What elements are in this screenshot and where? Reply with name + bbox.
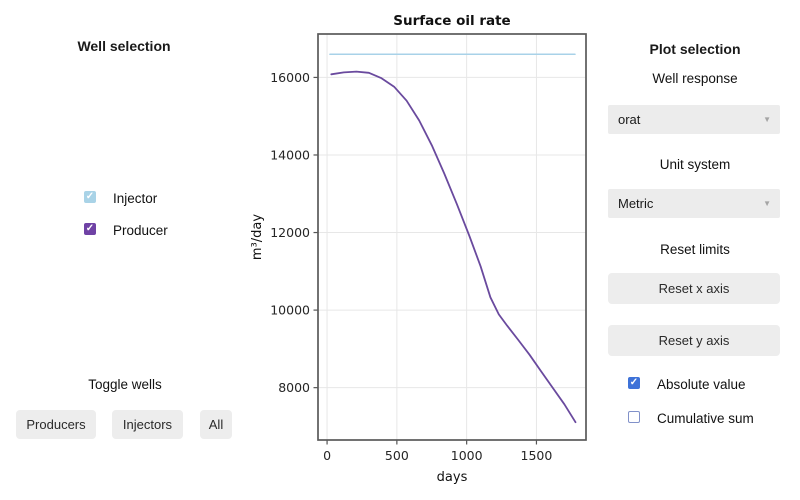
well-selection-title: Well selection <box>77 38 171 54</box>
reset-y-axis-button[interactable]: Reset y axis <box>608 325 780 356</box>
absolute-value-checkbox[interactable]: ✓ <box>628 377 640 389</box>
well-response-value: orat <box>618 112 641 127</box>
toggle-producers-button[interactable]: Producers <box>16 410 96 439</box>
y-tick-label: 16000 <box>270 70 310 85</box>
toggle-all-button[interactable]: All <box>200 410 232 439</box>
x-tick-label: 1000 <box>451 448 483 463</box>
chart-gridlines <box>318 34 586 440</box>
y-tick-label: 10000 <box>270 303 310 318</box>
checkmark-icon: ✓ <box>629 377 639 388</box>
x-tick-label: 1500 <box>521 448 553 463</box>
producer-well-checkbox[interactable]: ✓ <box>84 223 96 235</box>
chart-ylabel: m³/day <box>250 214 265 260</box>
reset-limits-label: Reset limits <box>660 242 730 257</box>
cumulative-sum-label: Cumulative sum <box>657 411 754 426</box>
y-tick-label: 8000 <box>278 380 310 395</box>
injector-well-label: Injector <box>113 191 158 206</box>
toggle-injectors-button[interactable]: Injectors <box>112 410 183 439</box>
chart-title: Surface oil rate <box>393 13 510 29</box>
absolute-value-label: Absolute value <box>657 377 746 392</box>
chevron-down-icon: ▼ <box>763 199 771 208</box>
toggle-wells-label: Toggle wells <box>88 377 162 392</box>
producer-well-label: Producer <box>113 223 168 238</box>
x-tick-label: 0 <box>323 448 331 463</box>
y-tick-label: 12000 <box>270 225 310 240</box>
plot-border <box>317 33 587 441</box>
checkmark-icon: ✓ <box>85 191 95 202</box>
unit-system-label: Unit system <box>659 157 731 172</box>
plot-selection-title: Plot selection <box>649 41 741 57</box>
rate-plot-canvas[interactable]: 0 500 1000 1500 8000 10000 12000 14000 16000 Sur… <box>240 0 600 500</box>
unit-system-value: Metric <box>618 196 654 211</box>
chevron-down-icon: ▼ <box>763 115 771 124</box>
well-response-dropdown[interactable]: orat ▼ <box>608 105 780 134</box>
cumulative-sum-checkbox[interactable] <box>628 411 640 423</box>
x-tick-label: 500 <box>385 448 409 463</box>
injector-well-checkbox[interactable]: ✓ <box>84 191 96 203</box>
checkmark-icon: ✓ <box>85 223 95 234</box>
y-tick-label: 14000 <box>270 147 310 162</box>
chart-xlabel: days <box>437 470 468 485</box>
chart-ticks: 0 500 1000 1500 8000 10000 12000 14000 16000 <box>270 70 552 463</box>
chart-series <box>329 53 577 424</box>
reset-x-axis-button[interactable]: Reset x axis <box>608 273 780 304</box>
series-line-producer <box>330 70 577 424</box>
unit-system-dropdown[interactable]: Metric ▼ <box>608 189 780 218</box>
well-response-label: Well response <box>652 71 738 86</box>
